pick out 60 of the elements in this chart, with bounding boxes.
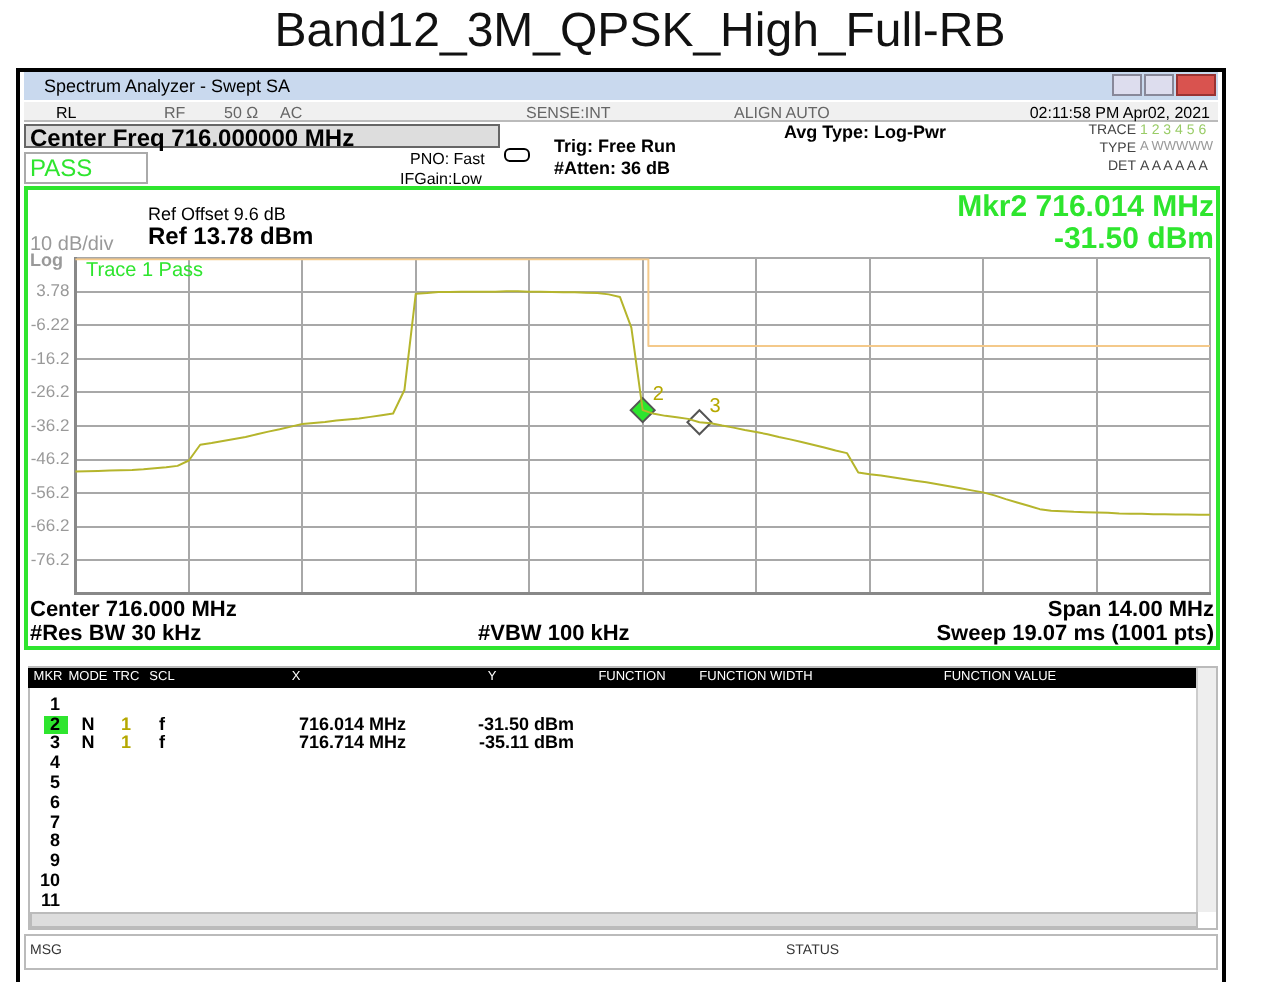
text: 02:11:58 PM Apr02, 2021: [1029, 104, 1210, 122]
text: 716.014 MHz: [298, 713, 406, 734]
text: 716.714 MHz: [298, 732, 406, 753]
text: 6: [49, 791, 60, 812]
text: SENSE:INT: [526, 104, 611, 122]
annotation: 3: [709, 395, 722, 418]
text: Center 716.000 MHz: [30, 598, 237, 622]
text: Log: [30, 250, 63, 270]
text: N: [81, 732, 95, 753]
text: 4: [49, 752, 60, 773]
y-tick-label: -26.2: [30, 381, 70, 402]
text: #Res BW 30 kHz: [30, 622, 202, 646]
text: 1: [120, 713, 132, 734]
text: PASS: [30, 154, 93, 182]
text: N: [81, 713, 95, 734]
text: Trig: Free Run: [554, 136, 677, 156]
annotation: 2: [652, 383, 665, 406]
text: RF: [164, 104, 186, 122]
text: f: [159, 713, 165, 734]
text: 2: [49, 713, 60, 734]
text: 10: [39, 870, 60, 890]
y-tick-label: -56.2: [30, 481, 70, 502]
text: AC: [280, 104, 303, 122]
text: 50 Ω: [224, 104, 259, 122]
text: 10 dB/div: [30, 234, 114, 256]
y-tick-label: -66.2: [30, 515, 70, 536]
text: #Atten: 36 dB: [554, 158, 671, 178]
text: Sweep 19.07 ms (1001 pts): [936, 622, 1214, 646]
text: #VBW 100 kHz: [478, 622, 630, 646]
y-tick-label: 3.78: [36, 280, 70, 301]
text: Center Freq 716.000000 MHz: [30, 124, 355, 152]
text: Ref Offset 9.6 dB: [148, 204, 286, 224]
text: IFGain:Low: [400, 170, 482, 188]
text: 11: [40, 889, 60, 910]
text: 3: [49, 732, 60, 753]
y-tick-label: -76.2: [30, 548, 70, 569]
annotation: Trace 1 Pass: [86, 260, 204, 282]
text: PNO: Fast: [410, 150, 485, 168]
text: Spectrum Analyzer - Swept SA: [44, 76, 291, 96]
y-tick-label: -36.2: [30, 414, 70, 435]
text: 5: [49, 772, 60, 792]
text: Avg Type: Log-Pwr: [784, 122, 946, 142]
text: 1: [120, 732, 132, 753]
text: 9: [49, 850, 60, 871]
text: RL: [56, 104, 77, 122]
y-tick-label: -16.2: [30, 347, 70, 368]
text: -31.50 dBm: [1053, 222, 1214, 256]
text: -31.50 dBm: [477, 713, 574, 734]
text: ALIGN AUTO: [734, 104, 830, 122]
text: 7: [49, 811, 60, 832]
y-tick-label: -6.22: [30, 314, 70, 335]
text: -35.11 dBm: [478, 732, 574, 753]
y-tick-label: -46.2: [30, 448, 70, 469]
chart-title: Band12_3M_QPSK_High_Full-RB: [272, 4, 1008, 58]
text: Mkr2 716.014 MHz: [957, 190, 1214, 224]
text: f: [159, 732, 165, 753]
text: 1: [49, 693, 60, 714]
text: Ref 13.78 dBm: [148, 222, 314, 250]
text: Span 14.00 MHz: [1047, 598, 1214, 622]
text: 8: [49, 830, 60, 851]
